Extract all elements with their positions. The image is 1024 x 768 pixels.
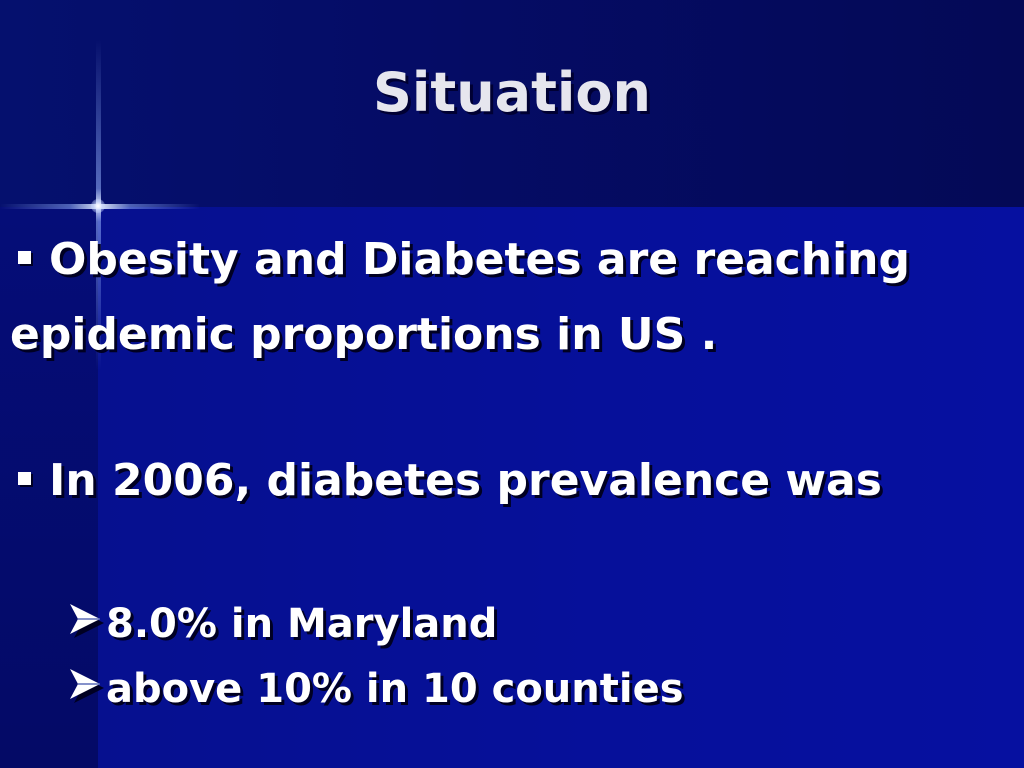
slide-title: Situation (373, 61, 651, 124)
square-bullet-icon (18, 472, 31, 485)
square-bullet-icon (18, 251, 31, 264)
bullet-1-line-2: epidemic proportions in US . (10, 309, 718, 360)
sub-bullet-1: 8.0% in Maryland (106, 601, 498, 647)
light-flare-core (91, 199, 105, 213)
arrowhead-bullet-icon (70, 669, 104, 703)
title-band (0, 0, 1024, 207)
sub-bullet-2: above 10% in 10 counties (106, 666, 684, 712)
bullet-2-line-1: In 2006, diabetes prevalence was (49, 455, 882, 506)
bullet-1-line-1: Obesity and Diabetes are reaching (49, 234, 910, 285)
left-column-panel (0, 207, 98, 768)
arrowhead-bullet-icon (70, 604, 104, 638)
